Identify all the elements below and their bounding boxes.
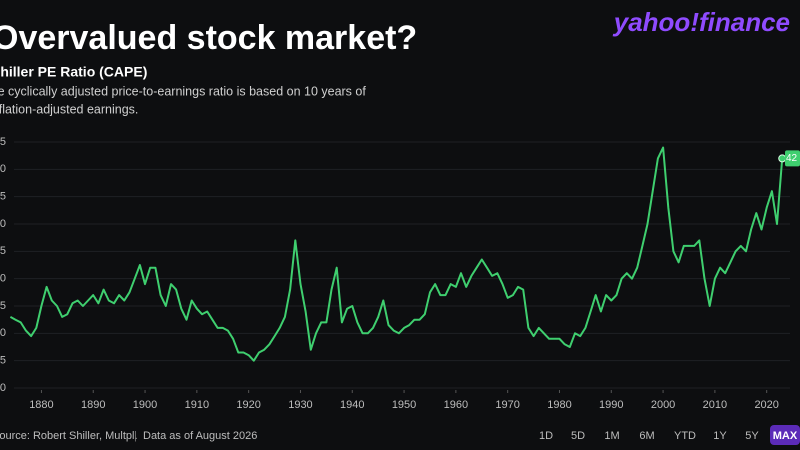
range-button[interactable]: 5D: [571, 430, 585, 442]
x-tick-label: 1900: [133, 399, 157, 411]
y-tick-label: 25: [0, 245, 6, 257]
x-tick-label: 2000: [651, 399, 675, 411]
y-tick-label: 0: [0, 382, 6, 394]
last-point: [778, 154, 787, 163]
x-tick-label: 1890: [81, 399, 105, 411]
as-of: Data as of August 2026: [143, 430, 257, 442]
range-button[interactable]: 1M: [604, 430, 619, 442]
range-button[interactable]: 1D: [539, 430, 553, 442]
x-tick-label: 1960: [444, 399, 468, 411]
y-tick-label: 20: [0, 273, 6, 285]
x-tick-label: 2010: [703, 399, 727, 411]
x-tick-label: 1920: [236, 399, 260, 411]
x-tick-label: 1930: [288, 399, 312, 411]
x-tick-label: 1950: [392, 399, 416, 411]
description-line: The cyclically adjusted price-to-earning…: [0, 84, 366, 98]
x-tick-label: 1990: [599, 399, 623, 411]
cape-line: [9, 146, 784, 362]
description-line: inflation-adjusted earnings.: [0, 102, 138, 116]
y-tick-label: 5: [0, 355, 6, 367]
x-tick-label: 2020: [754, 399, 778, 411]
range-button[interactable]: 1Y: [713, 430, 727, 442]
y-tick-label: 15: [0, 300, 6, 312]
range-button-bg[interactable]: [770, 425, 800, 445]
range-button[interactable]: 5Y: [745, 430, 759, 442]
y-tick-label: 45: [0, 136, 6, 148]
x-tick-label: 1910: [185, 399, 209, 411]
y-tick-label: 10: [0, 327, 6, 339]
y-tick-label: 30: [0, 218, 6, 230]
range-button[interactable]: MAX: [773, 430, 798, 442]
x-tick-label: 1980: [547, 399, 571, 411]
separator: |: [134, 430, 137, 442]
range-button[interactable]: YTD: [674, 430, 696, 442]
y-tick-label: 40: [0, 163, 6, 175]
last-value-label: 42: [786, 153, 798, 164]
x-tick-label: 1970: [495, 399, 519, 411]
source: Source: Robert Shiller, Multpl.: [0, 430, 138, 442]
x-tick-label: 1880: [29, 399, 53, 411]
range-button[interactable]: 6M: [639, 430, 654, 442]
last-value-badge: [785, 150, 800, 167]
logo: yahoo!finance: [612, 7, 790, 37]
chart-title: Overvalued stock market?: [0, 19, 417, 57]
x-tick-label: 1940: [340, 399, 364, 411]
chart-subtitle: Shiller PE Ratio (CAPE): [0, 64, 147, 80]
y-tick-label: 35: [0, 191, 6, 203]
